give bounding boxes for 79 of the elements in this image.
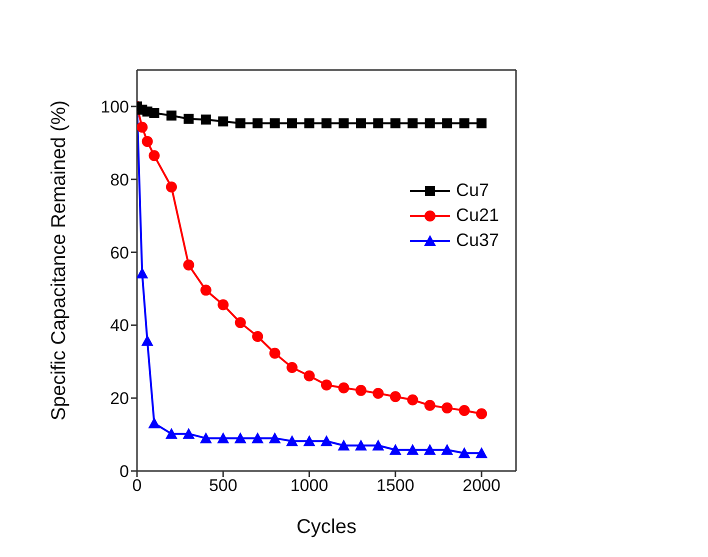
point <box>476 447 488 458</box>
point <box>148 150 160 162</box>
point <box>200 114 211 125</box>
point <box>476 408 488 420</box>
point <box>141 334 154 346</box>
point <box>286 435 298 446</box>
point <box>149 108 160 118</box>
point <box>338 439 350 450</box>
x-tick-label: 0 <box>132 476 142 496</box>
point <box>390 391 401 402</box>
point <box>441 444 454 455</box>
point <box>320 435 332 446</box>
point <box>252 432 264 444</box>
point <box>389 444 402 455</box>
point <box>354 439 367 450</box>
point <box>424 118 435 128</box>
point <box>217 432 230 444</box>
point <box>218 299 229 310</box>
point <box>269 348 280 359</box>
point <box>286 362 298 373</box>
x-tick-label: 500 <box>208 476 238 496</box>
point <box>424 400 436 411</box>
y-tick-label: 20 <box>110 389 129 408</box>
y-tick-label: 100 <box>100 97 129 116</box>
point <box>424 444 436 455</box>
point <box>234 317 246 328</box>
point <box>304 118 314 128</box>
point <box>458 447 470 458</box>
point <box>356 118 366 128</box>
point <box>166 110 176 121</box>
y-tick-label: 0 <box>120 462 129 482</box>
point <box>322 118 332 128</box>
point <box>476 118 487 128</box>
point <box>137 122 148 133</box>
point <box>372 388 384 399</box>
point <box>165 428 178 439</box>
point <box>390 118 400 128</box>
point <box>321 379 332 390</box>
point <box>142 136 153 147</box>
y-tick-label: 60 <box>110 243 129 262</box>
point <box>373 118 384 128</box>
point <box>200 432 212 444</box>
point <box>406 444 419 455</box>
point <box>268 432 281 444</box>
point <box>148 417 160 428</box>
legend-label: Cu7 <box>456 180 490 201</box>
point <box>372 439 384 450</box>
point <box>355 384 366 396</box>
x-tick-label: 2000 <box>462 476 500 496</box>
point <box>407 394 418 406</box>
point <box>459 118 470 128</box>
point <box>270 118 280 128</box>
x-axis-title: Cycles <box>296 516 357 538</box>
y-axis-title: Specific Capacitance Remained (%) <box>48 100 70 420</box>
point <box>304 370 315 382</box>
point <box>252 118 263 128</box>
point <box>252 330 264 342</box>
point <box>338 118 349 128</box>
y-tick-label: 40 <box>110 316 129 336</box>
point <box>442 402 453 414</box>
x-tick-label: 1500 <box>376 476 414 496</box>
point <box>235 118 246 128</box>
point <box>182 428 195 439</box>
point <box>303 435 316 446</box>
point <box>234 432 246 444</box>
point <box>183 260 194 271</box>
point <box>166 182 177 193</box>
x-tick-label: 1000 <box>290 476 328 496</box>
legend-label: Cu21 <box>456 205 500 226</box>
y-tick-label: 80 <box>110 170 129 190</box>
point <box>338 382 350 394</box>
point <box>287 118 298 128</box>
point <box>218 116 228 126</box>
point <box>458 404 470 416</box>
point <box>408 118 418 128</box>
legend-label: Cu37 <box>456 230 500 251</box>
point <box>200 284 212 296</box>
point <box>184 114 194 124</box>
point <box>442 118 452 128</box>
